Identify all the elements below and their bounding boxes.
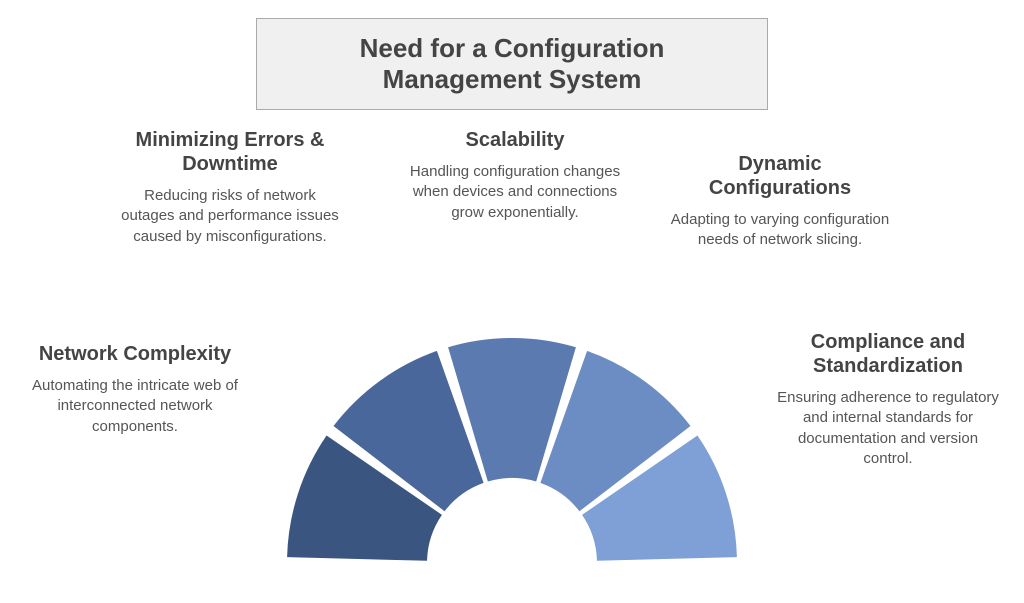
label-heading: Dynamic Configurations: [670, 152, 890, 200]
label-scalability: Scalability Handling configuration chang…: [405, 128, 625, 223]
label-heading: Scalability: [405, 128, 625, 152]
label-compliance: Compliance and Standardization Ensuring …: [775, 330, 1001, 469]
semi-donut-chart: [282, 333, 742, 563]
donut-svg: [282, 333, 742, 563]
label-body: Automating the intricate web of intercon…: [30, 376, 240, 437]
label-body: Ensuring adherence to regulatory and int…: [775, 388, 1001, 469]
title-box: Need for a Configuration Management Syst…: [256, 18, 768, 110]
label-minimizing-errors: Minimizing Errors & Downtime Reducing ri…: [120, 128, 340, 247]
label-body: Reducing risks of network outages and pe…: [120, 186, 340, 247]
label-heading: Compliance and Standardization: [775, 330, 1001, 378]
label-body: Adapting to varying configuration needs …: [670, 210, 890, 251]
label-heading: Minimizing Errors & Downtime: [120, 128, 340, 176]
label-body: Handling configuration changes when devi…: [405, 162, 625, 223]
label-network-complexity: Network Complexity Automating the intric…: [30, 342, 240, 437]
page-title: Need for a Configuration Management Syst…: [301, 33, 723, 95]
label-heading: Network Complexity: [30, 342, 240, 366]
label-dynamic-config: Dynamic Configurations Adapting to varyi…: [670, 152, 890, 251]
